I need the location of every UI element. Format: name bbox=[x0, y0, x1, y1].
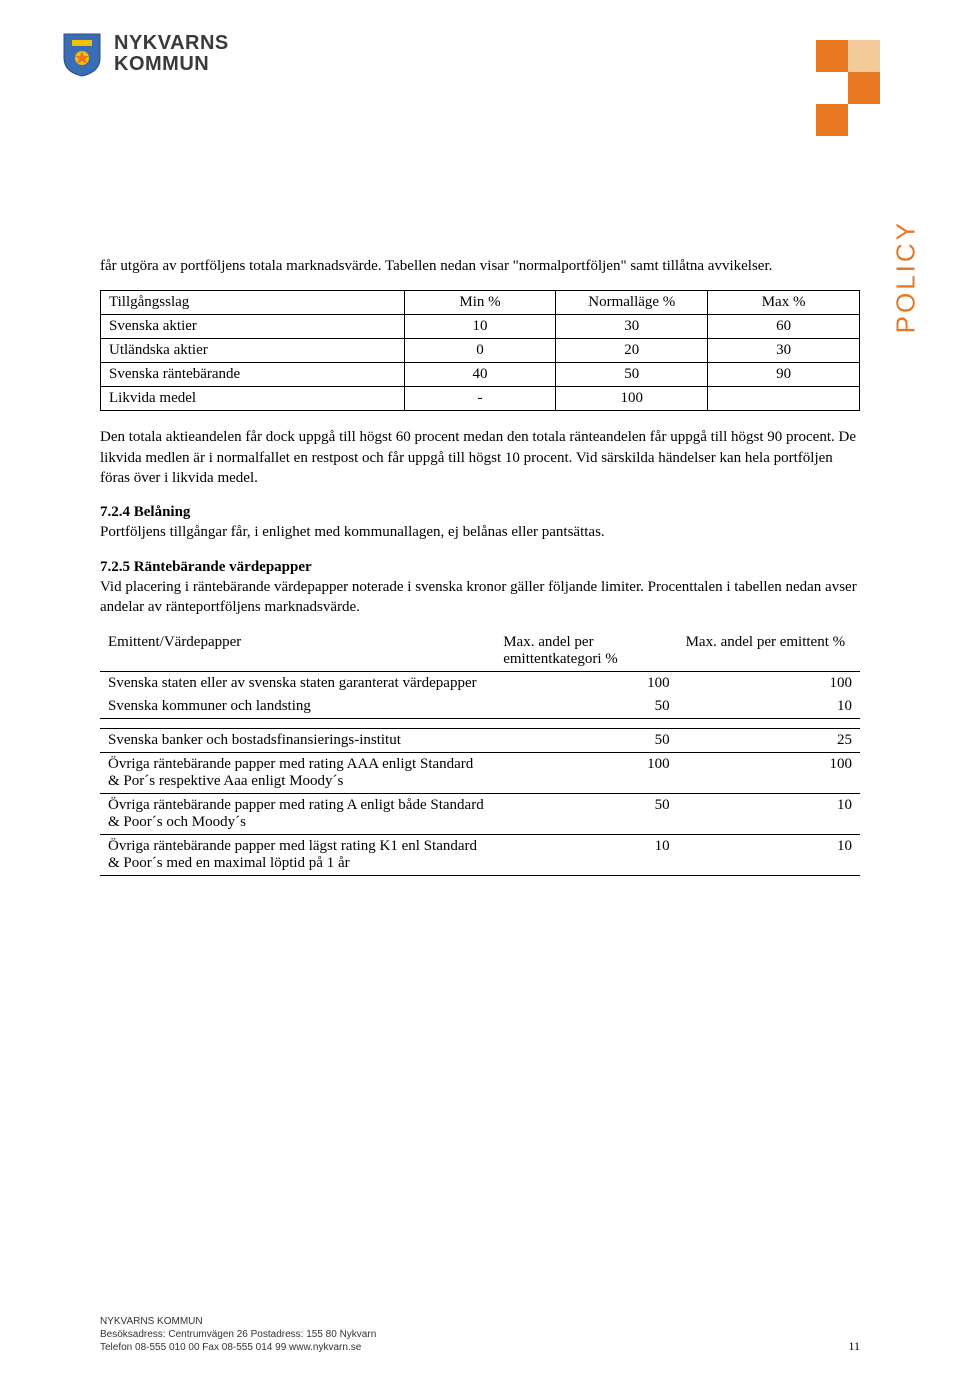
page-footer: NYKVARNS KOMMUN Besöksadress: Centrumväg… bbox=[100, 1315, 860, 1354]
t2-h2: Max. andel per emittent % bbox=[678, 631, 860, 672]
footer-address: Besöksadress: Centrumvägen 26 Postadress… bbox=[100, 1328, 376, 1341]
table-cell: 100 bbox=[678, 672, 860, 696]
main-content: får utgöra av portföljens totala marknad… bbox=[0, 136, 960, 876]
section-725-body: Vid placering i räntebärande värdepapper… bbox=[100, 579, 857, 615]
table-cell: Svenska staten eller av svenska staten g… bbox=[100, 672, 495, 696]
table-cell: 90 bbox=[708, 363, 860, 387]
section-724-title: 7.2.4 Belåning bbox=[100, 504, 190, 520]
table-cell: 100 bbox=[495, 753, 677, 794]
table-cell: - bbox=[404, 387, 556, 411]
table-cell: 50 bbox=[556, 363, 708, 387]
table-cell: 10 bbox=[678, 835, 860, 876]
table-cell: 10 bbox=[404, 315, 556, 339]
table-cell: 100 bbox=[556, 387, 708, 411]
table-cell: 20 bbox=[556, 339, 708, 363]
logo-line1: NYKVARNS bbox=[114, 33, 229, 54]
table-cell: 0 bbox=[404, 339, 556, 363]
table-cell: Svenska kommuner och landsting bbox=[100, 695, 495, 719]
table-cell: Svenska aktier bbox=[101, 315, 405, 339]
t2-h1: Max. andel per emittentkategori % bbox=[495, 631, 677, 672]
t1-h3: Max % bbox=[708, 291, 860, 315]
table-cell: 30 bbox=[708, 339, 860, 363]
table-cell: 30 bbox=[556, 315, 708, 339]
footer-address-block: NYKVARNS KOMMUN Besöksadress: Centrumväg… bbox=[100, 1315, 376, 1354]
t1-h0: Tillgångsslag bbox=[101, 291, 405, 315]
table-cell: 60 bbox=[708, 315, 860, 339]
table-cell: Övriga räntebärande papper med rating AA… bbox=[100, 753, 495, 794]
page-number: 11 bbox=[848, 1339, 860, 1354]
logo-text: NYKVARNS KOMMUN bbox=[114, 33, 229, 75]
logo: NYKVARNS KOMMUN bbox=[60, 30, 229, 78]
table-cell: 100 bbox=[495, 672, 677, 696]
t2-h0: Emittent/Värdepapper bbox=[100, 631, 495, 672]
footer-org: NYKVARNS KOMMUN bbox=[100, 1315, 376, 1328]
decorative-squares-icon bbox=[816, 40, 880, 136]
table-cell: Övriga räntebärande papper med rating A … bbox=[100, 794, 495, 835]
table-cell bbox=[708, 387, 860, 411]
municipality-shield-icon bbox=[60, 30, 104, 78]
table-cell: 50 bbox=[495, 729, 677, 753]
table-cell: 100 bbox=[678, 753, 860, 794]
section-725: 7.2.5 Räntebärande värdepapper Vid place… bbox=[100, 557, 860, 618]
after-table1-paragraph: Den totala aktieandelen får dock uppgå t… bbox=[100, 427, 860, 488]
page-header: NYKVARNS KOMMUN bbox=[0, 0, 960, 136]
table-cell: 40 bbox=[404, 363, 556, 387]
section-724-body: Portföljens tillgångar får, i enlighet m… bbox=[100, 524, 605, 540]
section-725-title: 7.2.5 Räntebärande värdepapper bbox=[100, 559, 312, 575]
section-724: 7.2.4 Belåning Portföljens tillgångar få… bbox=[100, 502, 860, 543]
footer-contact: Telefon 08-555 010 00 Fax 08-555 014 99 … bbox=[100, 1341, 376, 1354]
logo-line2: KOMMUN bbox=[114, 54, 229, 75]
side-label: POLICY bbox=[890, 220, 921, 333]
intro-paragraph: får utgöra av portföljens totala marknad… bbox=[100, 256, 860, 276]
table-cell: Likvida medel bbox=[101, 387, 405, 411]
table-cell: Utländska aktier bbox=[101, 339, 405, 363]
table-cell: 10 bbox=[495, 835, 677, 876]
asset-allocation-table: Tillgångsslag Min % Normalläge % Max % S… bbox=[100, 290, 860, 411]
table-cell: 50 bbox=[495, 695, 677, 719]
table-cell: 10 bbox=[678, 794, 860, 835]
table-cell: 25 bbox=[678, 729, 860, 753]
table-cell: 50 bbox=[495, 794, 677, 835]
table-cell: Övriga räntebärande papper med lägst rat… bbox=[100, 835, 495, 876]
table-cell: Svenska banker och bostadsfinansierings-… bbox=[100, 729, 495, 753]
t1-h1: Min % bbox=[404, 291, 556, 315]
t1-h2: Normalläge % bbox=[556, 291, 708, 315]
issuer-limits-table: Emittent/Värdepapper Max. andel per emit… bbox=[100, 631, 860, 876]
table-cell: 10 bbox=[678, 695, 860, 719]
table-cell: Svenska räntebärande bbox=[101, 363, 405, 387]
